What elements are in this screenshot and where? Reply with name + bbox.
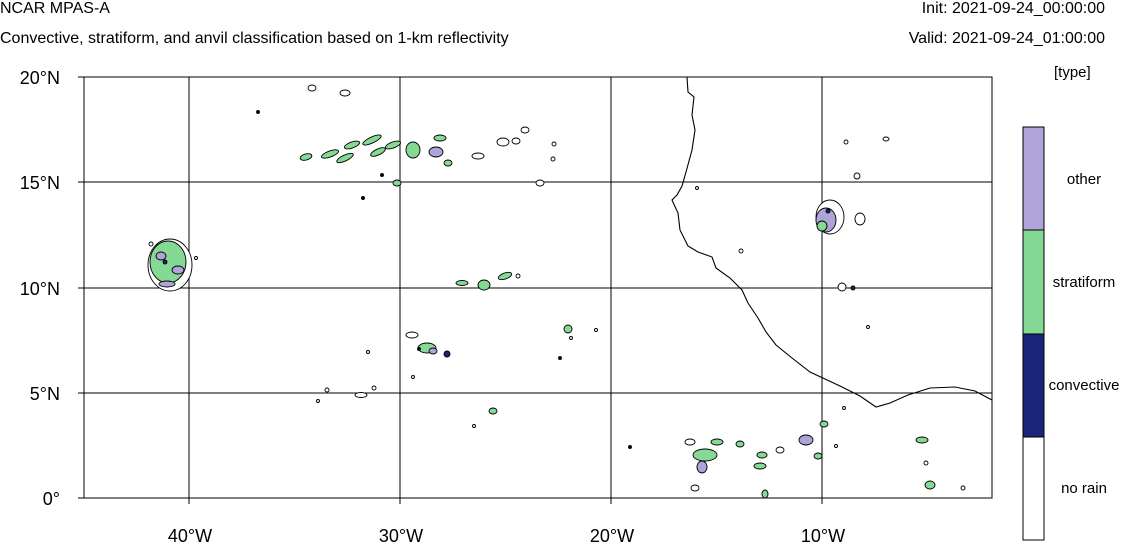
cluster-10w-13n: [695, 136, 890, 329]
legend-label-stratiform: stratiform: [1052, 274, 1116, 291]
lat-label-20n: 20°N: [19, 68, 60, 88]
legend-label-other: other: [1066, 171, 1102, 188]
lat-label-0: 0°: [42, 489, 60, 509]
legend-title: [type]: [1054, 64, 1091, 81]
cluster-26w-10n: [455, 271, 521, 291]
lat-label-5n: 5°N: [29, 384, 60, 404]
band-30w-16n: [256, 84, 557, 200]
cluster-32w-5n: [316, 385, 498, 428]
lon-label-20w: 20°W: [589, 526, 635, 546]
lat-label-10n: 10°N: [19, 279, 60, 299]
cluster-41w-11n: [147, 238, 198, 292]
lon-label-10w: 10°W: [800, 526, 846, 546]
lon-label-30w: 30°W: [378, 526, 424, 546]
map-grid: [83, 76, 993, 499]
storm-cells: [147, 84, 966, 499]
legend-colorbar: [1022, 126, 1045, 541]
init-time: Init: 2021-09-24_00:00:00: [921, 0, 1105, 17]
map-title: NCAR MPAS-A: [0, 0, 110, 17]
cluster-14w-2n: [628, 406, 966, 499]
legend-swatch-no-rain: [1022, 436, 1045, 541]
lon-label-40w: 40°W: [167, 526, 213, 546]
valid-time: Valid: 2021-09-24_01:00:00: [908, 30, 1105, 47]
legend-label-no-rain: no rain: [1061, 480, 1107, 497]
coastline: [671, 76, 993, 408]
axis-ticks: [78, 76, 823, 504]
map-subtitle: Convective, stratiform, and anvil classi…: [0, 30, 509, 47]
cluster-29w-7n: [366, 324, 598, 379]
legend-label-convective: convective: [1048, 377, 1120, 394]
lat-label-15n: 15°N: [19, 173, 60, 193]
